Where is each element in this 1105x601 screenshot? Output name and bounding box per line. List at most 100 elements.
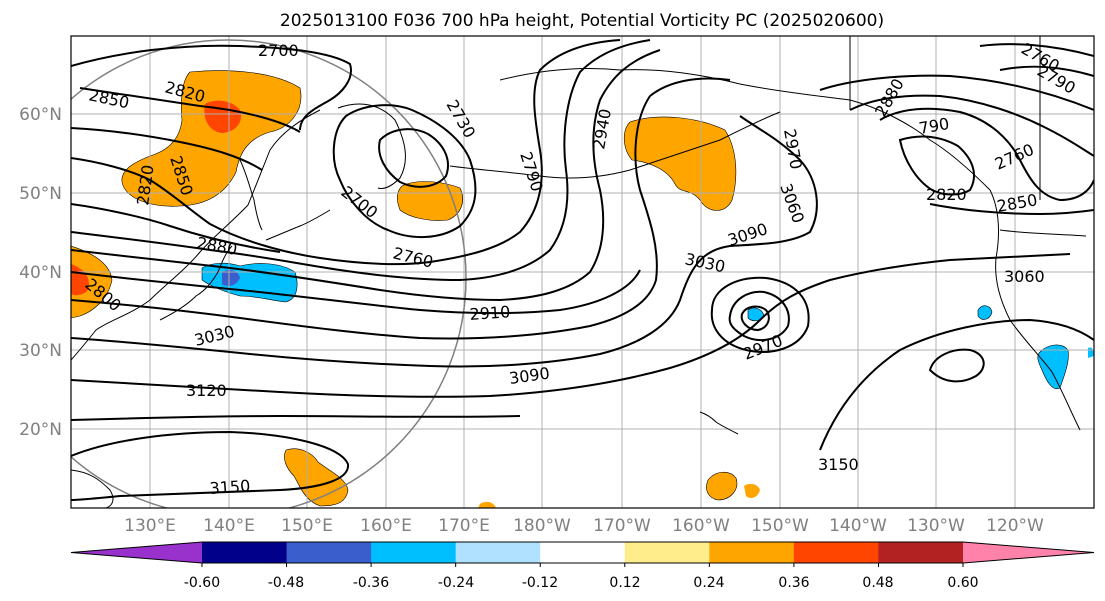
pv-positive-region: [478, 501, 496, 508]
coastline-sakhalin: [239, 159, 263, 231]
colorbar-tick-label: -0.24: [438, 575, 474, 591]
colorbar-tick-label: 0.48: [862, 575, 893, 591]
map-panel: 2700 2850 2820 2820 2850 2730 2790 2700 …: [70, 35, 1095, 509]
contour-line: [928, 348, 985, 383]
lon-label: 160°E: [360, 516, 412, 536]
lon-label: 170°W: [593, 516, 651, 536]
contour-line: [979, 43, 1094, 57]
figure-title: 2025013100 F036 700 hPa height, Potentia…: [280, 11, 884, 31]
latitude-labels: 60°N 50°N 40°N 30°N 20°N: [19, 105, 62, 440]
contour-line: [929, 203, 1094, 216]
lat-label: 30°N: [19, 341, 62, 361]
map-frame: [70, 35, 1095, 509]
coastline-alaska: [499, 67, 991, 191]
colorbar-tick-label: 0.60: [947, 575, 978, 591]
coastline-kuril: [265, 209, 331, 241]
pv-positive-region: [744, 483, 760, 498]
coastline-asia: [71, 469, 114, 508]
lon-label: 160°W: [672, 516, 730, 536]
contour-line: [819, 74, 1094, 111]
contour-line: [332, 104, 477, 239]
colorbar-extend-min: [71, 542, 202, 563]
lon-label: 140°W: [829, 516, 887, 536]
contour-label: 2910: [469, 302, 511, 324]
colorbar-tick-label: 0.12: [609, 575, 640, 591]
lon-label: 180°W: [513, 516, 571, 536]
lon-label: 150°W: [751, 516, 809, 536]
contour-line: [71, 77, 731, 340]
lat-label: 40°N: [19, 263, 62, 283]
longitude-labels: 130°E 140°E 150°E 160°E 170°E 180°W 170°…: [124, 516, 1044, 536]
colorbar-tick-label: 0.36: [778, 575, 809, 591]
lat-label: 20°N: [19, 420, 62, 440]
coastline-aleutians: [449, 111, 781, 179]
lon-label: 150°E: [281, 516, 333, 536]
coastline-na-interior: [849, 36, 1087, 237]
colorbar-segment: [540, 542, 626, 563]
contour-line: [879, 107, 1094, 202]
contour-line: [728, 290, 790, 342]
contour-line: [71, 39, 651, 282]
lat-label: 50°N: [19, 184, 62, 204]
contour-line: [71, 203, 281, 253]
contour-label: 3150: [818, 455, 859, 474]
contour-line: [71, 127, 263, 171]
lon-label: 130°E: [124, 516, 176, 536]
colorbar-segment: [371, 542, 457, 563]
contour-label: 2820: [926, 185, 967, 204]
height-contours: [71, 39, 1094, 501]
lon-label: 140°E: [203, 516, 255, 536]
contour-line: [71, 269, 641, 314]
colorbar-segment: [878, 542, 964, 563]
pv-positive-region: [706, 471, 738, 501]
coastline-hawaii: [699, 411, 739, 435]
colorbar-segment: [624, 542, 710, 563]
contour-line: [71, 44, 352, 131]
contour-line: [849, 94, 1094, 157]
lat-label: 60°N: [19, 105, 62, 125]
colorbar-tick-label: -0.60: [184, 575, 220, 591]
contour-label: 3120: [186, 381, 227, 400]
colorbar: [70, 541, 1095, 567]
contour-line: [898, 135, 975, 196]
colorbar-extend-max: [963, 542, 1094, 563]
colorbar-tick-label: -0.36: [353, 575, 389, 591]
graticule: [71, 36, 1094, 508]
lon-label: 130°W: [907, 516, 965, 536]
pv-positive-region: [121, 70, 302, 207]
contour-line: [79, 87, 301, 133]
contour-line: [71, 49, 661, 302]
range-ring: [71, 39, 467, 508]
lon-label: 120°W: [986, 516, 1044, 536]
contour-label: 2700: [258, 41, 299, 60]
contour-line: [71, 115, 818, 368]
contour-line: [740, 305, 770, 332]
contour-line: [819, 318, 1094, 451]
pv-negative-strong-region: [222, 270, 240, 286]
contour-line: [71, 39, 621, 266]
colorbar-ticks: -0.60 -0.48 -0.36 -0.24 -0.12 0.12 0.24 …: [184, 575, 979, 591]
contour-line: [999, 65, 1094, 77]
colorbar-segment: [709, 542, 795, 563]
lon-label: 170°E: [438, 516, 490, 536]
contour-label: 3060: [1004, 267, 1045, 286]
pv-positive-region: [623, 116, 737, 211]
contour-line: [710, 276, 810, 353]
colorbar-tick-label: -0.48: [268, 575, 304, 591]
contour-line: [71, 414, 521, 421]
colorbar-segment: [286, 542, 372, 563]
colorbar-segment: [455, 542, 541, 563]
contour-line: [378, 128, 449, 188]
coastline-asia: [71, 109, 321, 361]
contour-line: [71, 253, 1071, 398]
colorbar-tick-label: 0.24: [693, 575, 724, 591]
contour-label: 3150: [209, 476, 251, 498]
colorbar-segment: [202, 542, 288, 563]
pv-negative-region: [977, 305, 993, 320]
pv-positive-region: [396, 181, 463, 221]
colorbar-tick-label: -0.12: [522, 575, 558, 591]
pv-strong-region: [204, 100, 242, 133]
colorbar-segment: [793, 542, 879, 563]
coastline-kamchatka: [337, 103, 406, 189]
